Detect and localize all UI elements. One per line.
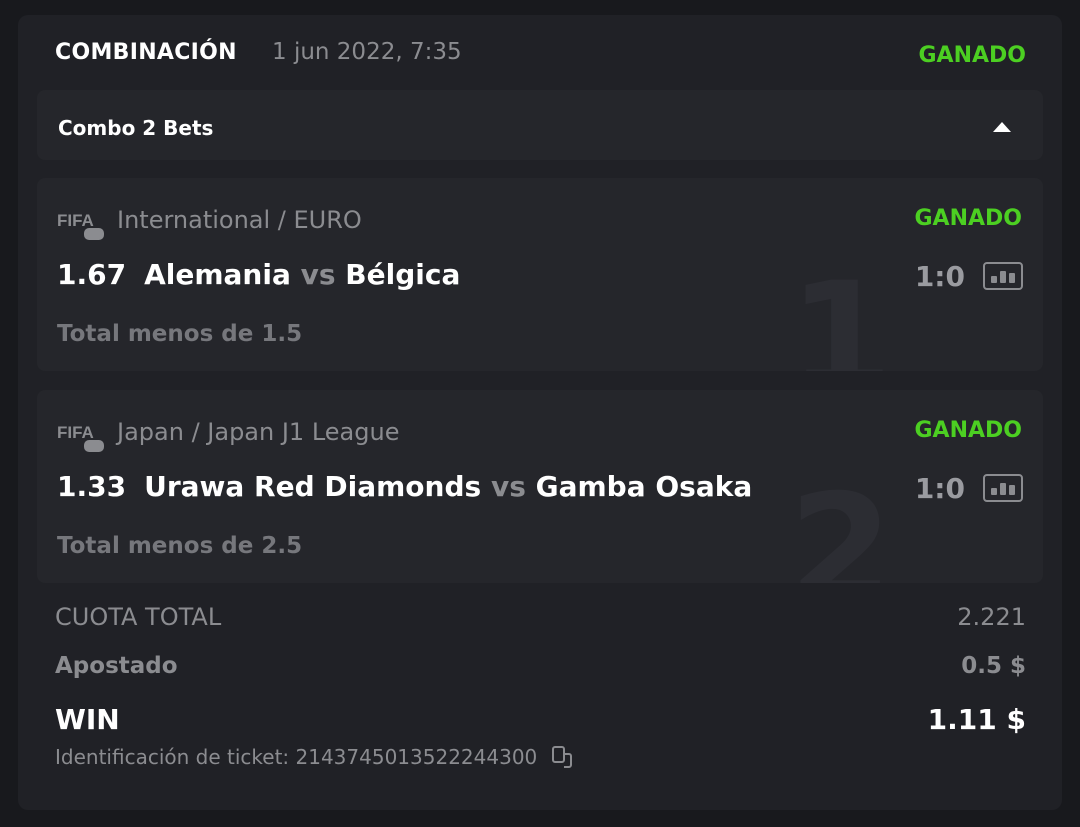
combo-label: Combo 2 Bets bbox=[58, 116, 214, 140]
league-name: International / EURO bbox=[117, 206, 362, 234]
bet-odds: 1.33 bbox=[57, 470, 127, 503]
ticket-id: Identificación de ticket: 21437450135222… bbox=[55, 745, 538, 769]
match-line: 1.33 Urawa Red Diamonds vs Gamba Osaka bbox=[57, 470, 752, 503]
fifa-gamepad-icon: FIFA bbox=[57, 211, 104, 240]
bet-odds: 1.67 bbox=[57, 258, 127, 291]
staked-row: Apostado 0.5 $ bbox=[55, 653, 1026, 679]
bet-status-badge: GANADO bbox=[914, 206, 1023, 231]
bet-type-title: COMBINACIÓN bbox=[55, 40, 237, 65]
win-row: WIN 1.11 $ bbox=[55, 703, 1026, 736]
total-odds-label: CUOTA TOTAL bbox=[55, 603, 222, 631]
bet-status-badge: GANADO bbox=[914, 418, 1023, 443]
match-score: 1:0 bbox=[914, 472, 965, 505]
stats-icon[interactable] bbox=[983, 474, 1023, 502]
bet-index: 1 bbox=[788, 251, 893, 371]
away-team: Bélgica bbox=[345, 258, 461, 291]
ticket-id-row: Identificación de ticket: 21437450135222… bbox=[55, 745, 575, 769]
total-odds-row: CUOTA TOTAL 2.221 bbox=[55, 603, 1026, 631]
staked-label: Apostado bbox=[55, 653, 178, 679]
ticket-status-badge: GANADO bbox=[918, 43, 1027, 68]
caret-up-icon[interactable] bbox=[993, 122, 1011, 132]
svg-text:FIFA: FIFA bbox=[57, 423, 94, 442]
bet-date: 1 jun 2022, 7:35 bbox=[272, 39, 462, 65]
win-value: 1.11 $ bbox=[927, 703, 1026, 736]
total-odds-value: 2.221 bbox=[957, 603, 1026, 631]
away-team: Gamba Osaka bbox=[535, 470, 753, 503]
league-name: Japan / Japan J1 League bbox=[117, 418, 400, 446]
vs-label: vs bbox=[490, 470, 526, 503]
bet-market: Total menos de 1.5 bbox=[57, 321, 303, 347]
home-team: Alemania bbox=[144, 258, 291, 291]
combo-toggle[interactable]: Combo 2 Bets bbox=[37, 90, 1043, 160]
match-line: 1.67 Alemania vs Bélgica bbox=[57, 258, 460, 291]
bet-item: 2 FIFA Japan / Japan J1 League GANADO 1.… bbox=[37, 390, 1043, 583]
bet-ticket-card: COMBINACIÓN 1 jun 2022, 7:35 GANADO Comb… bbox=[18, 15, 1062, 810]
match-score: 1:0 bbox=[914, 260, 965, 293]
copy-icon[interactable] bbox=[551, 745, 575, 769]
bet-market: Total menos de 2.5 bbox=[57, 533, 303, 559]
svg-text:FIFA: FIFA bbox=[57, 211, 94, 230]
staked-value: 0.5 $ bbox=[961, 653, 1026, 679]
fifa-gamepad-icon: FIFA bbox=[57, 423, 104, 452]
vs-label: vs bbox=[300, 258, 336, 291]
bet-item: 1 FIFA International / EURO GANADO 1.67 A… bbox=[37, 178, 1043, 371]
stats-icon[interactable] bbox=[983, 262, 1023, 290]
bet-index: 2 bbox=[788, 463, 893, 583]
home-team: Urawa Red Diamonds bbox=[144, 470, 482, 503]
win-label: WIN bbox=[55, 703, 120, 736]
